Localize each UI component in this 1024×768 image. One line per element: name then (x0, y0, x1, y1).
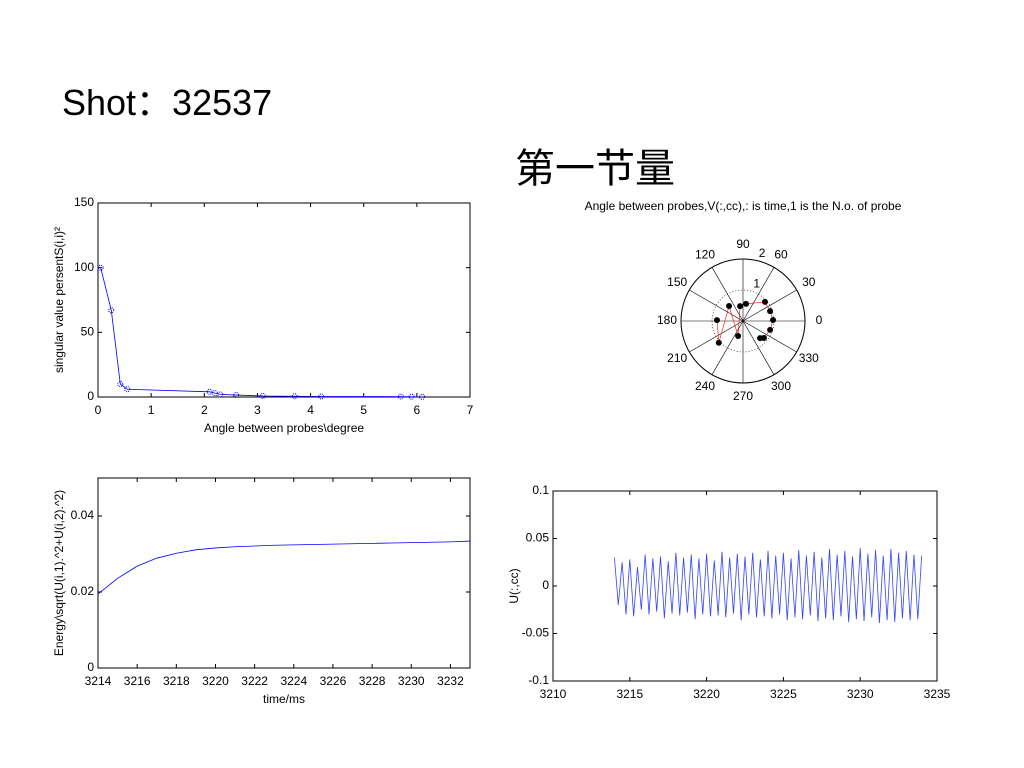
y-tick-label: 0.02 (71, 584, 95, 598)
theta-tick-label: 0 (816, 313, 823, 327)
data-marker (397, 393, 404, 400)
theta-tick-label: 300 (771, 379, 791, 393)
data-line (614, 547, 923, 624)
slide-title: Shot：32537 (62, 82, 273, 123)
theta-tick-label: 60 (774, 247, 788, 261)
x-tick-label: 3215 (616, 687, 643, 701)
polar-spoke (742, 320, 797, 353)
y-tick-label: 0.1 (532, 483, 549, 497)
r-tick-label: 1 (753, 277, 760, 291)
x-tick-label: 3220 (202, 674, 229, 688)
polar-point (743, 300, 750, 307)
polar-spoke (689, 289, 744, 322)
data-marker (291, 393, 298, 400)
polar-point (726, 303, 733, 310)
axes-frame (97, 202, 471, 398)
x-tick-label: 2 (201, 403, 208, 417)
polar-spoke (711, 320, 744, 375)
x-tick-label: 3226 (320, 674, 347, 688)
data-marker (419, 393, 426, 400)
polar-point (770, 316, 777, 323)
y-tick-label: -0.1 (528, 673, 549, 687)
data-line (97, 540, 471, 595)
polar-spoke (742, 289, 797, 322)
data-marker (206, 388, 213, 395)
theta-tick-label: 240 (695, 379, 715, 393)
y-tick-label: 150 (74, 195, 94, 209)
r-tick-label: 2 (759, 246, 766, 260)
polar-point (757, 335, 764, 342)
data-marker (217, 391, 224, 398)
polar-point (715, 339, 722, 346)
polar-point (767, 326, 774, 333)
x-tick-label: 3220 (693, 687, 720, 701)
x-tick-label: 4 (307, 403, 314, 417)
data-line (100, 267, 423, 398)
y-axis-label: U(:,cc) (507, 568, 521, 603)
x-tick-label: 3210 (540, 687, 567, 701)
y-tick-label: 0.04 (71, 508, 95, 522)
polar-point (713, 317, 720, 324)
polar-spoke (742, 320, 775, 375)
y-tick-label: 0 (542, 578, 549, 592)
x-tick-label: 3222 (241, 674, 268, 688)
data-marker (318, 393, 325, 400)
polar-point (761, 298, 768, 305)
y-tick-label: 50 (81, 325, 95, 339)
y-tick-label: 0 (87, 389, 94, 403)
polar-ring (680, 258, 806, 384)
x-tick-label: 3230 (398, 674, 425, 688)
theta-tick-label: 150 (667, 275, 687, 289)
x-tick-label: 3230 (847, 687, 874, 701)
x-tick-label: 6 (414, 403, 421, 417)
y-axis-label: singular value persentS(i,i)² (52, 227, 66, 373)
x-tick-label: 3216 (124, 674, 151, 688)
x-axis-label: Angle between probes\degree (204, 421, 364, 435)
data-marker (97, 264, 104, 271)
theta-tick-label: 270 (733, 389, 753, 403)
x-tick-label: 1 (148, 403, 155, 417)
polar-point (735, 333, 742, 340)
x-tick-label: 0 (95, 403, 102, 417)
theta-tick-label: 120 (695, 247, 715, 261)
data-marker (117, 381, 124, 388)
data-marker (211, 390, 218, 397)
data-marker (408, 393, 415, 400)
x-tick-label: 5 (360, 403, 367, 417)
y-axis-label: Energy\sqrt(U(i,1).^2+U(i,2).^2) (52, 490, 66, 656)
x-tick-label: 3228 (359, 674, 386, 688)
x-axis-label: time/ms (263, 692, 305, 706)
polar-point (737, 303, 744, 310)
y-tick-label: -0.05 (522, 626, 550, 640)
x-tick-label: 3232 (437, 674, 464, 688)
x-tick-label: 3 (254, 403, 261, 417)
theta-tick-label: 90 (736, 237, 750, 251)
y-tick-label: 0.05 (526, 531, 550, 545)
y-tick-label: 100 (74, 260, 94, 274)
theta-tick-label: 180 (657, 313, 677, 327)
slide-subtitle: 第一节量 (515, 146, 675, 192)
x-tick-label: 3218 (163, 674, 190, 688)
theta-tick-label: 330 (799, 351, 819, 365)
x-tick-label: 7 (467, 403, 474, 417)
x-tick-label: 3224 (280, 674, 307, 688)
polar-point (767, 308, 774, 315)
x-tick-label: 3225 (770, 687, 797, 701)
data-marker (108, 307, 115, 314)
axes-frame (97, 477, 471, 669)
x-tick-label: 3235 (924, 687, 951, 701)
data-marker (259, 392, 266, 399)
theta-tick-label: 30 (802, 275, 816, 289)
x-tick-label: 3214 (85, 674, 112, 688)
theta-tick-label: 210 (667, 351, 687, 365)
axes-frame (552, 490, 938, 682)
y-tick-label: 0 (87, 660, 94, 674)
data-marker (233, 392, 240, 399)
polar-title: Angle between probes,V(:,cc),: is time,1… (585, 199, 902, 213)
data-marker (124, 386, 131, 393)
